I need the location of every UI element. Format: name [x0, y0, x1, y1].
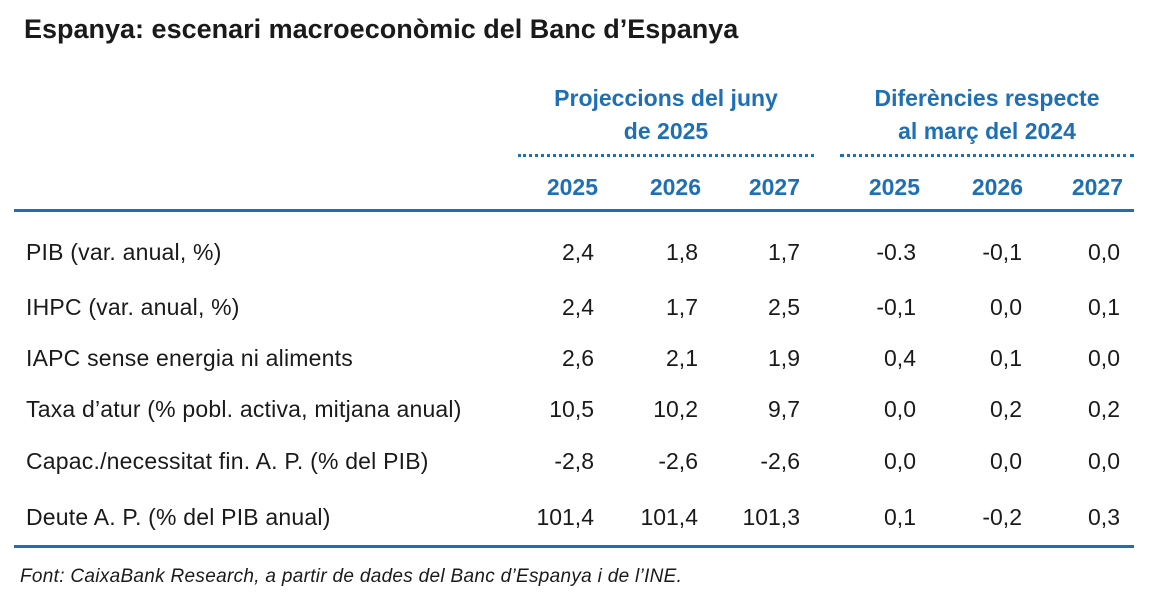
table-cell: 9,7	[768, 396, 800, 422]
table-cell: -2,6	[658, 448, 698, 474]
column-header-year: 2026	[971, 174, 1023, 200]
table-cell: 10,2	[653, 396, 698, 422]
table-cell: 1,7	[768, 239, 800, 265]
table-cell: 0,0	[884, 396, 916, 422]
row-label: Deute A. P. (% del PIB anual)	[26, 504, 331, 530]
group-header-line: Projeccions del juny	[554, 85, 778, 111]
group-header-projections: Projeccions del juny de 2025	[518, 82, 814, 148]
table-cell: 0,0	[884, 448, 916, 474]
group-header-line: al març del 2024	[898, 118, 1076, 144]
header-rule	[14, 209, 1134, 212]
column-header-year: 2025	[546, 174, 598, 200]
table-cell: -0,1	[876, 294, 916, 320]
table-cell: 0,0	[1088, 345, 1120, 371]
table-cell: -0.3	[876, 239, 916, 265]
row-label: Capac./necessitat fin. A. P. (% del PIB)	[26, 448, 429, 474]
footer-rule	[14, 545, 1134, 548]
table-cell: 1,8	[666, 239, 698, 265]
table-row: Deute A. P. (% del PIB anual) 101,4 101,4 1…	[0, 500, 1152, 540]
table-cell: 0,1	[990, 345, 1022, 371]
table-cell: -0,2	[982, 504, 1022, 530]
table-row: Taxa d’atur (% pobl. activa, mitjana anu…	[0, 392, 1152, 432]
table-row: PIB (var. anual, %) 2,4 1,8 1,7 -0.3 -0,1 0,0	[0, 235, 1152, 275]
table-cell: 1,9	[768, 345, 800, 371]
column-header-year: 2027	[1071, 174, 1123, 200]
table-cell: 1,7	[666, 294, 698, 320]
table-cell: 0,0	[1088, 239, 1120, 265]
table-cell: -0,1	[982, 239, 1022, 265]
row-label: IAPC sense energia ni aliments	[26, 345, 353, 371]
group-header-line: de 2025	[623, 118, 709, 144]
group-divider-differences	[840, 154, 1134, 157]
source-note: Font: CaixaBank Research, a partir de da…	[20, 566, 683, 587]
table-cell: -2,6	[760, 448, 800, 474]
table-cell: 2,6	[562, 345, 594, 371]
table-cell: 2,1	[666, 345, 698, 371]
group-header-differences: Diferències respecte al març del 2024	[840, 82, 1134, 148]
table-cell: 2,4	[562, 239, 594, 265]
table-cell: 0,2	[1088, 396, 1120, 422]
group-divider-projections	[518, 154, 814, 157]
row-label: PIB (var. anual, %)	[26, 239, 222, 265]
table-cell: 0,0	[1088, 448, 1120, 474]
table-cell: 2,4	[562, 294, 594, 320]
table-cell: 101,3	[742, 504, 800, 530]
table-row: IAPC sense energia ni aliments 2,6 2,1 1,9 0…	[0, 341, 1152, 381]
row-label: Taxa d’atur (% pobl. activa, mitjana anu…	[26, 396, 462, 422]
table-cell: 10,5	[549, 396, 594, 422]
table-cell: 0,1	[1088, 294, 1120, 320]
table-cell: 0,3	[1088, 504, 1120, 530]
table-row: Capac./necessitat fin. A. P. (% del PIB)…	[0, 444, 1152, 484]
table-cell: 0,0	[990, 294, 1022, 320]
group-header-line: Diferències respecte	[874, 85, 1100, 111]
table-cell: 2,5	[768, 294, 800, 320]
table-title: Espanya: escenari macroeconòmic del Banc…	[24, 14, 739, 44]
table-cell: -2,8	[554, 448, 594, 474]
table-cell: 0,1	[884, 504, 916, 530]
table-cell: 101,4	[640, 504, 698, 530]
column-header-year: 2027	[748, 174, 800, 200]
table-row: IHPC (var. anual, %) 2,4 1,7 2,5 -0,1 0,0 0,1	[0, 290, 1152, 330]
column-header-year: 2026	[649, 174, 701, 200]
table-cell: 101,4	[536, 504, 594, 530]
table-cell: 0,4	[884, 345, 916, 371]
table-cell: 0,2	[990, 396, 1022, 422]
row-label: IHPC (var. anual, %)	[26, 294, 240, 320]
column-header-year: 2025	[868, 174, 920, 200]
table-cell: 0,0	[990, 448, 1022, 474]
